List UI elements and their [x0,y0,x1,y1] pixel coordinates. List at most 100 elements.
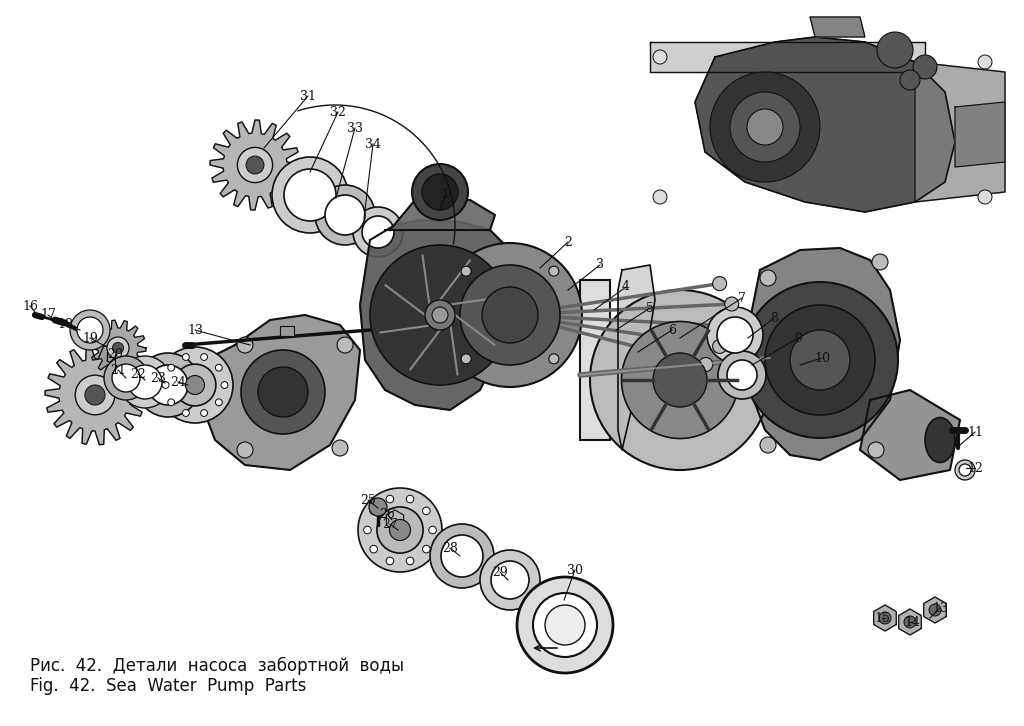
Circle shape [549,266,559,276]
Circle shape [742,282,898,438]
Circle shape [727,360,757,390]
Text: 19: 19 [82,332,98,345]
Text: 5: 5 [646,301,654,314]
Text: 8: 8 [770,311,778,325]
Circle shape [425,300,455,330]
Circle shape [362,216,394,248]
Text: 20: 20 [108,348,123,361]
Circle shape [622,322,738,439]
Circle shape [364,526,372,534]
Text: 1: 1 [441,189,449,202]
Circle shape [879,612,891,624]
Circle shape [370,507,378,515]
Text: 2: 2 [564,235,572,248]
Circle shape [461,354,471,364]
Polygon shape [924,597,946,623]
Circle shape [438,243,582,387]
Circle shape [136,353,200,417]
Polygon shape [650,42,925,72]
Circle shape [412,164,468,220]
Polygon shape [899,609,922,635]
Circle shape [765,305,874,415]
Circle shape [929,604,941,616]
Circle shape [104,356,148,400]
Polygon shape [386,510,403,530]
Circle shape [174,364,216,406]
Circle shape [461,266,471,276]
Circle shape [490,561,529,599]
Circle shape [238,147,272,183]
Text: 25: 25 [360,494,376,507]
Circle shape [70,310,110,350]
Circle shape [389,520,411,540]
Circle shape [730,92,800,162]
Circle shape [432,307,449,323]
Text: 21: 21 [110,364,126,377]
Circle shape [258,367,308,417]
Circle shape [325,195,365,235]
Text: 10: 10 [814,351,830,364]
Circle shape [182,354,189,360]
Polygon shape [860,390,961,480]
Polygon shape [210,120,300,210]
Circle shape [549,354,559,364]
Circle shape [407,495,414,503]
Circle shape [241,350,325,434]
Circle shape [407,557,414,565]
Circle shape [480,550,540,610]
Circle shape [717,317,753,353]
Circle shape [168,399,175,406]
Circle shape [760,437,776,453]
Circle shape [182,409,189,417]
Polygon shape [385,200,495,230]
Text: 4: 4 [622,280,630,293]
Circle shape [215,364,222,371]
Circle shape [168,364,175,371]
Circle shape [369,498,387,516]
Circle shape [113,343,124,354]
Circle shape [725,319,738,333]
Circle shape [877,32,913,68]
Text: 27: 27 [382,518,398,531]
Circle shape [482,287,538,343]
Circle shape [978,55,992,69]
Text: 13: 13 [187,324,203,336]
Circle shape [718,351,766,399]
Ellipse shape [925,417,955,462]
Circle shape [185,375,205,394]
Text: 14: 14 [904,616,920,629]
Circle shape [913,55,937,79]
Circle shape [237,442,253,458]
Text: 16: 16 [22,300,38,312]
Circle shape [237,337,253,353]
Polygon shape [810,17,865,37]
Text: 15: 15 [874,611,890,624]
Circle shape [904,616,916,628]
Text: 11: 11 [967,425,983,439]
Text: 13: 13 [932,602,948,614]
Circle shape [534,593,597,657]
Text: 31: 31 [300,89,316,102]
Circle shape [85,385,105,405]
Polygon shape [873,605,896,631]
Circle shape [725,297,738,311]
Text: 24: 24 [170,375,186,388]
Circle shape [430,524,494,588]
Circle shape [653,50,667,64]
Circle shape [157,347,233,423]
Circle shape [272,157,348,233]
Circle shape [423,545,430,553]
Text: 9: 9 [794,332,802,345]
Circle shape [119,356,171,408]
Text: 12: 12 [967,462,983,475]
Polygon shape [618,265,655,450]
Circle shape [900,70,920,90]
Circle shape [545,605,585,645]
Circle shape [221,382,228,388]
Circle shape [790,330,850,390]
Circle shape [653,190,667,204]
Circle shape [517,577,613,673]
Circle shape [77,317,103,343]
Circle shape [386,557,393,565]
Circle shape [978,190,992,204]
